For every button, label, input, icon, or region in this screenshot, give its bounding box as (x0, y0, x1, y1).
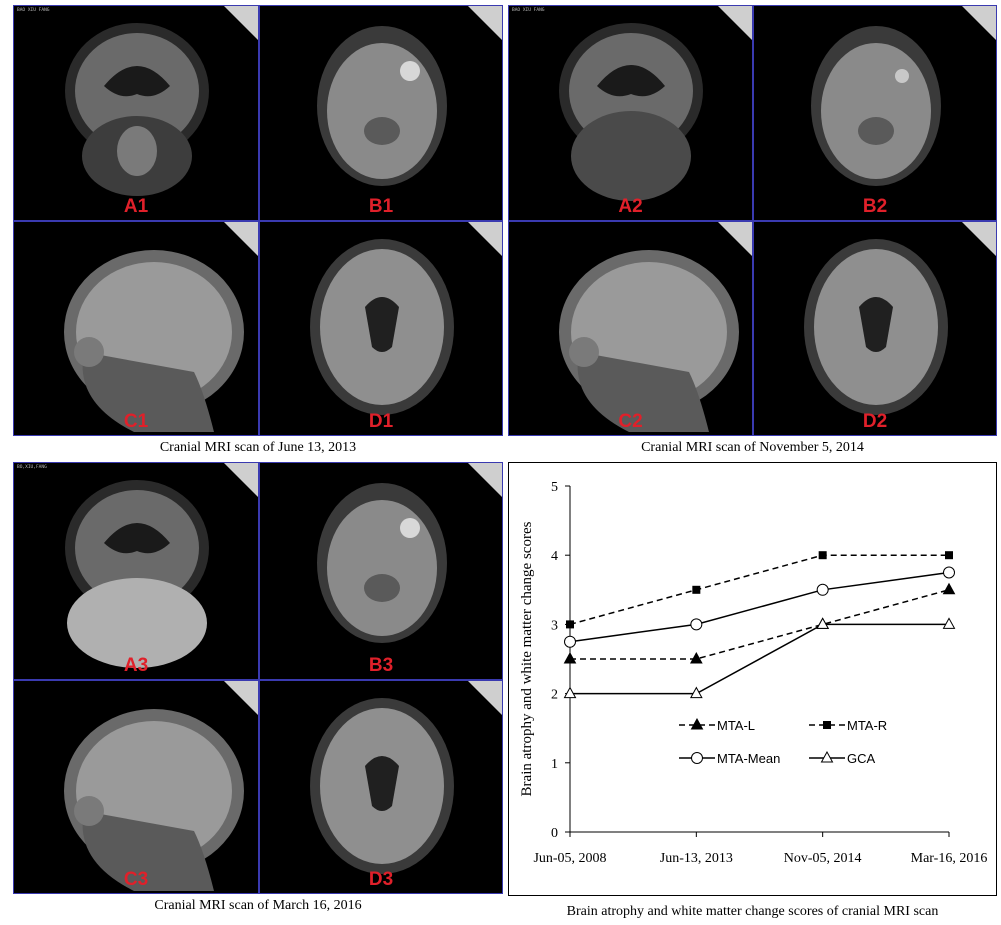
panel-label: D3 (368, 869, 394, 890)
data-point-mta-r (566, 620, 574, 629)
coronal-brain-image (559, 23, 703, 201)
x-tick-label: Mar-16, 2016 (911, 851, 988, 866)
x-tick-label: Jun-13, 2013 (660, 851, 733, 866)
orientation-marker (718, 222, 752, 256)
orientation-marker (962, 222, 996, 256)
orientation-marker (962, 6, 996, 40)
axial-brain-image (317, 483, 447, 643)
axial-brain-image (317, 26, 447, 186)
mri-scan-group-1: BAO XIU FANG A1 B1 C1 D1 (13, 5, 503, 436)
scan-header: BAO XIU FANG (17, 8, 50, 13)
data-point-mta-mean (690, 618, 703, 631)
axial-brain-image (804, 239, 948, 415)
mri-panel-d1: D1 (259, 221, 503, 436)
data-point-mta-mean (943, 566, 955, 579)
series-line-mta-l (570, 589, 950, 660)
mri-panel-b2: B2 (753, 5, 997, 221)
mri-panel-c3: C3 (13, 680, 259, 894)
mri-panel-b1: B1 (259, 5, 503, 221)
mri-panel-a2: BAO XIU FANG A2 (508, 5, 753, 221)
mri-panel-d3: D3 (259, 680, 503, 894)
orientation-marker (468, 463, 502, 497)
series-line-mta-mean (569, 571, 950, 643)
legend-marker-gca (820, 750, 834, 763)
sagittal-brain-image (64, 709, 244, 891)
panel-label: A3 (123, 655, 149, 676)
orientation-marker (718, 6, 752, 40)
legend-label-mta-r: MTA-R (847, 718, 887, 733)
panel-label: A1 (123, 196, 149, 217)
y-tick-label: 5 (551, 480, 558, 495)
sagittal-brain-image (64, 250, 244, 432)
data-point-gca (816, 617, 830, 629)
orientation-marker (468, 6, 502, 40)
panel-label: C1 (123, 411, 149, 432)
legend-marker-mta-l (690, 717, 704, 730)
data-point-mta-mean (816, 583, 829, 596)
x-tick-label: Jun-05, 2008 (533, 851, 606, 866)
y-axis-label: Brain atrophy and white matter change sc… (519, 521, 535, 796)
scan-caption-3: Cranial MRI scan of March 16, 2016 (154, 898, 362, 913)
scan-header: BAO XIU FANG (512, 8, 545, 13)
y-tick-label: 0 (551, 826, 558, 841)
x-tick-label: Nov-05, 2014 (784, 851, 862, 866)
data-point-mta-mean (564, 635, 576, 648)
axial-brain-image (310, 698, 454, 874)
series-line-gca (570, 623, 949, 695)
y-tick-label: 3 (551, 618, 558, 633)
panel-label: A2 (618, 196, 643, 217)
data-point-gca (563, 686, 577, 699)
panel-label: D1 (368, 411, 394, 432)
data-point-gca (942, 617, 956, 629)
y-tick-label: 2 (551, 688, 558, 703)
mri-panel-a1: BAO XIU FANG A1 (13, 5, 259, 221)
coronal-brain-image (65, 480, 209, 668)
data-point-gca (689, 686, 703, 699)
coronal-brain-image (65, 23, 209, 196)
scan-caption-1: Cranial MRI scan of June 13, 2013 (159, 440, 357, 455)
mri-panel-b3: B3 (259, 462, 503, 680)
data-point-mta-r (945, 551, 953, 560)
scan-caption-2: Cranial MRI scan of November 5, 2014 (641, 440, 864, 455)
panel-label: B2 (862, 196, 888, 217)
axial-brain-image (310, 239, 454, 415)
y-tick-label: 4 (551, 549, 558, 564)
legend-label-gca: GCA (847, 751, 876, 766)
panel-label: C2 (618, 411, 643, 432)
score-chart-svg: 0 1 2 3 4 5 Jun-05, 2008 Jun-13, 2013 Nov-05, 20… (519, 480, 988, 866)
y-tick-label: 1 (551, 757, 558, 772)
legend-label-mta-mean: MTA-Mean (717, 751, 780, 766)
mri-panel-c2: C2 (508, 221, 753, 436)
mri-panel-c1: C1 (13, 221, 259, 436)
panel-label: B3 (368, 655, 394, 676)
orientation-marker (468, 222, 502, 256)
panel-label: D2 (862, 411, 888, 432)
data-point-mta-l (689, 651, 703, 664)
orientation-marker (224, 463, 258, 497)
data-point-mta-l (942, 582, 956, 595)
mri-panel-a3: BO,XIU,FANG A3 (13, 462, 259, 680)
panel-label: B1 (368, 196, 394, 217)
sagittal-brain-image (559, 250, 739, 432)
orientation-marker (224, 222, 258, 256)
panel-label: C3 (123, 869, 149, 890)
axial-brain-image (811, 26, 941, 186)
orientation-marker (224, 681, 258, 715)
legend-label-mta-l: MTA-L (717, 718, 755, 733)
legend-marker-mta-r (823, 721, 831, 729)
chart-caption: Brain atrophy and white matter change sc… (566, 904, 939, 919)
data-point-mta-r (818, 551, 827, 560)
scan-header: BO,XIU,FANG (17, 465, 47, 470)
mri-scan-group-3: BO,XIU,FANG A3 B3 C3 D3 (13, 462, 503, 894)
mri-scan-group-2: BAO XIU FANG A2 B2 C2 D2 (508, 5, 997, 436)
orientation-marker (224, 6, 258, 40)
mri-panel-d2: D2 (753, 221, 997, 436)
data-point-mta-l (563, 651, 577, 664)
score-chart: 0 1 2 3 4 5 Jun-05, 2008 Jun-13, 2013 Nov-05, 20… (508, 462, 997, 896)
series-line-mta-r (569, 554, 949, 626)
data-point-mta-r (692, 585, 701, 594)
legend-marker-mta-mean (691, 752, 703, 764)
orientation-marker (468, 681, 502, 715)
